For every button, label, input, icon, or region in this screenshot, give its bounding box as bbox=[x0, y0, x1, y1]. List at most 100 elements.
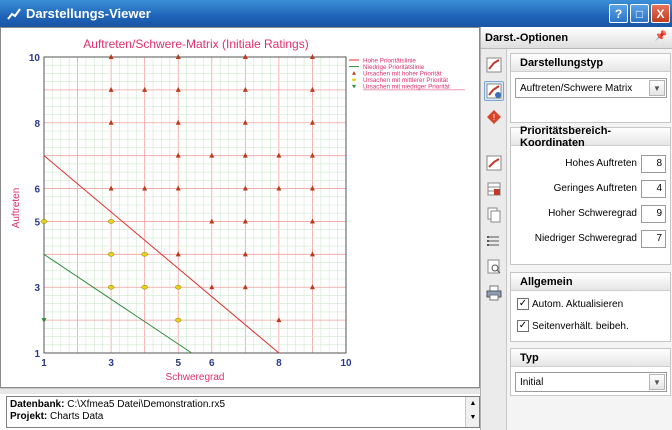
list-icon[interactable] bbox=[484, 231, 504, 251]
x-tick-label: 1 bbox=[41, 358, 47, 369]
tool-strip: ! bbox=[481, 49, 507, 430]
high-priority-point bbox=[242, 152, 248, 158]
type-group: Typ Initial ▼ bbox=[510, 348, 671, 396]
keep-ratio-row[interactable]: ✓ Seitenverhält. beibeh. bbox=[517, 318, 629, 334]
display-type-heading: Darstellungstyp bbox=[511, 54, 670, 72]
general-heading: Allgemein bbox=[511, 273, 670, 291]
auto-update-label: Autom. Aktualisieren bbox=[532, 298, 624, 310]
chevron-down-icon[interactable]: ▼ bbox=[649, 374, 665, 390]
y-tick-label: 10 bbox=[29, 53, 41, 64]
legend-swatch bbox=[352, 71, 356, 75]
info-scrollbar[interactable]: ▲ ▼ bbox=[465, 397, 479, 427]
legend-label: Ursachen mit mittlerer Priorität bbox=[363, 77, 448, 84]
legend-label: Ursachen mit hoher Priorität bbox=[363, 71, 442, 78]
medium-priority-point bbox=[107, 284, 115, 290]
high-priority-point bbox=[108, 185, 114, 191]
info-box: Datenbank: C:\Xfmea5 Datei\Demonstration… bbox=[6, 396, 480, 428]
matrix-settings-icon[interactable] bbox=[484, 81, 504, 101]
medium-priority-point bbox=[107, 219, 115, 224]
chart-properties-icon[interactable] bbox=[484, 55, 504, 75]
high-priority-point bbox=[142, 185, 148, 191]
high-priority-point bbox=[108, 86, 114, 92]
print-icon[interactable] bbox=[484, 283, 504, 303]
plot-border bbox=[43, 56, 347, 354]
high-priority-point bbox=[276, 185, 282, 191]
legend-label: Hohe Prioritätslinie bbox=[363, 57, 416, 64]
y-axis-label: Auftreten bbox=[11, 188, 22, 229]
high-priority-point bbox=[175, 86, 181, 92]
medium-priority-point bbox=[40, 219, 48, 224]
type-select[interactable]: Initial ▼ bbox=[515, 372, 667, 392]
high-priority-point bbox=[309, 86, 315, 92]
close-button[interactable]: X bbox=[651, 4, 670, 23]
general-group: Allgemein ✓ Autom. Aktualisieren ✓ Seite… bbox=[510, 272, 671, 342]
high-priority-point bbox=[309, 218, 315, 224]
chevron-down-icon[interactable]: ▼ bbox=[649, 80, 665, 96]
x-tick-label: 5 bbox=[175, 358, 181, 369]
db-label: Datenbank: bbox=[10, 399, 65, 410]
panel-title: Darst.-Optionen bbox=[485, 31, 569, 44]
project-label: Projekt: bbox=[10, 411, 48, 422]
coord-row: Hohes Auftreten 8 bbox=[511, 154, 670, 174]
window-title: Darstellungs-Viewer bbox=[26, 6, 151, 21]
x-tick-label: 6 bbox=[209, 358, 215, 369]
high-occurrence-input[interactable]: 8 bbox=[641, 155, 666, 173]
priority-line bbox=[43, 155, 280, 354]
scroll-down-icon[interactable]: ▼ bbox=[469, 414, 477, 421]
high-priority-point bbox=[242, 218, 248, 224]
high-priority-point bbox=[309, 152, 315, 158]
low-severity-input[interactable]: 7 bbox=[641, 230, 666, 248]
display-type-select[interactable]: Auftreten/Schwere Matrix ▼ bbox=[515, 78, 667, 98]
high-priority-point bbox=[309, 119, 315, 125]
high-priority-point bbox=[242, 284, 248, 290]
auto-update-row[interactable]: ✓ Autom. Aktualisieren bbox=[517, 296, 623, 312]
low-occurrence-input[interactable]: 4 bbox=[641, 180, 666, 198]
legend-swatch bbox=[352, 84, 356, 89]
data-table-icon[interactable] bbox=[484, 179, 504, 199]
high-severity-input[interactable]: 9 bbox=[641, 205, 666, 223]
high-priority-point bbox=[175, 119, 181, 125]
high-priority-point bbox=[209, 218, 215, 224]
db-path: C:\Xfmea5 Datei\Demonstration.rx5 bbox=[67, 399, 226, 410]
high-priority-point bbox=[242, 54, 248, 59]
high-severity-label: Hoher Schweregrad bbox=[548, 208, 637, 219]
priority-coords-heading: Prioritätsbereich-Koordinaten bbox=[511, 125, 670, 149]
y-tick-label: 8 bbox=[34, 119, 40, 130]
high-priority-point bbox=[242, 251, 248, 257]
high-priority-point bbox=[175, 152, 181, 158]
y-tick-label: 1 bbox=[34, 349, 40, 360]
high-priority-point bbox=[142, 86, 148, 92]
priority-coords-group: Prioritätsbereich-Koordinaten Hohes Auft… bbox=[510, 125, 671, 265]
project-name: Charts Data bbox=[50, 411, 104, 422]
chart-svg: Auftreten/Schwere-Matrix (Initiale Ratin… bbox=[11, 37, 469, 383]
display-type-value: Auftreten/Schwere Matrix bbox=[520, 82, 633, 94]
copy-icon[interactable] bbox=[484, 205, 504, 225]
medium-priority-point bbox=[107, 252, 115, 257]
high-priority-point bbox=[209, 284, 215, 290]
preview-icon[interactable] bbox=[484, 257, 504, 277]
app-icon bbox=[7, 7, 21, 20]
restore-button[interactable]: □ bbox=[630, 4, 649, 23]
chart-title: Auftreten/Schwere-Matrix (Initiale Ratin… bbox=[83, 37, 308, 51]
help-button[interactable]: ? bbox=[609, 4, 628, 23]
splitter[interactable] bbox=[0, 388, 480, 394]
high-priority-point bbox=[175, 54, 181, 59]
high-priority-point bbox=[242, 185, 248, 191]
y-tick-label: 5 bbox=[34, 217, 40, 228]
high-priority-point bbox=[242, 119, 248, 125]
chart-area: Auftreten/Schwere-Matrix (Initiale Ratin… bbox=[0, 27, 480, 388]
scroll-up-icon[interactable]: ▲ bbox=[469, 400, 477, 407]
low-severity-label: Niedriger Schweregrad bbox=[534, 233, 637, 244]
keep-ratio-checkbox[interactable]: ✓ bbox=[517, 320, 529, 332]
y-tick-label: 6 bbox=[34, 185, 40, 196]
auto-update-checkbox[interactable]: ✓ bbox=[517, 298, 529, 310]
priority-icon[interactable]: ! bbox=[484, 107, 504, 127]
medium-priority-point bbox=[174, 317, 182, 323]
medium-priority-point bbox=[141, 284, 148, 290]
x-tick-label: 8 bbox=[276, 358, 282, 369]
x-tick-label: 3 bbox=[108, 358, 114, 369]
type-heading: Typ bbox=[511, 349, 670, 367]
legend-label: Niedrige Prioritätslinie bbox=[363, 64, 425, 71]
edit-chart-icon[interactable] bbox=[484, 153, 504, 173]
pin-icon[interactable]: 📌 bbox=[654, 31, 667, 42]
